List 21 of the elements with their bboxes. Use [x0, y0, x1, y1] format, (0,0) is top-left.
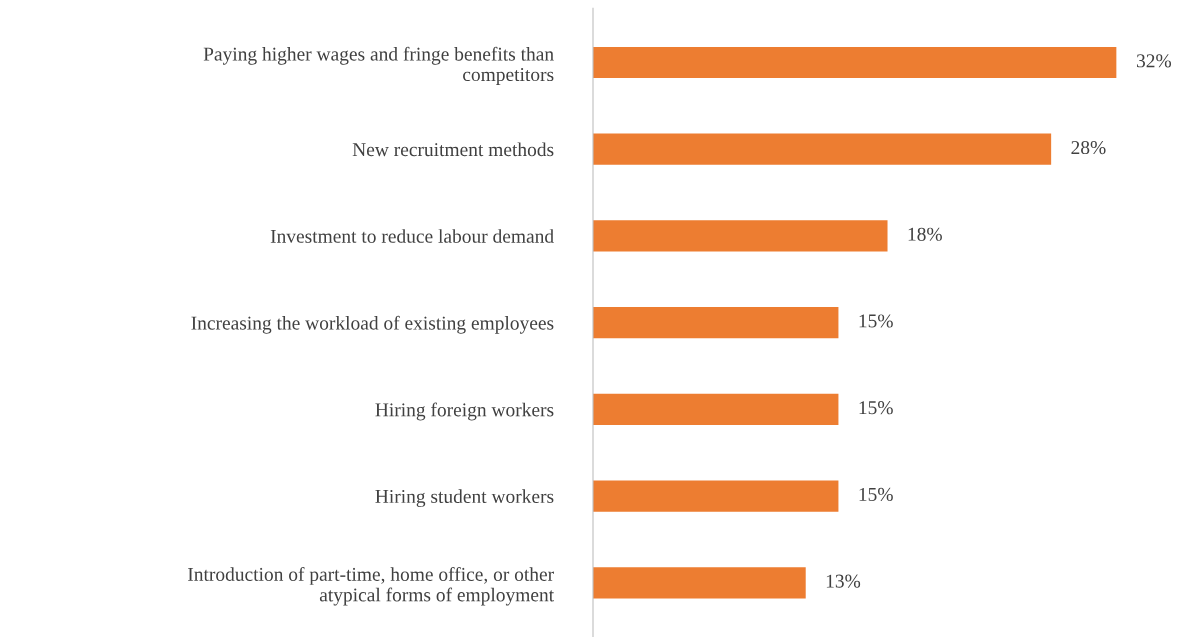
y-tick-label: Introduction of part-time, home office, or other atypical forms of employment — [188, 567, 554, 606]
y-tick-label: Increasing the workload of existing employees — [191, 315, 554, 334]
data-label: 18% — [908, 227, 942, 241]
data-label: 15% — [859, 487, 893, 501]
bar — [593, 480, 839, 512]
data-label: 13% — [826, 574, 861, 588]
bar — [593, 307, 839, 339]
data-label: 15% — [859, 401, 893, 415]
bar — [593, 46, 1117, 79]
y-tick-label: Paying higher wages and fringe benefits than competitors — [203, 46, 554, 86]
y-tick-label: New recruitment methods — [352, 142, 554, 157]
data-label: 32% — [1136, 54, 1172, 68]
bar — [593, 393, 839, 425]
y-tick-label: Investment to reduce labour demand — [270, 229, 554, 243]
y-tick-label: Hiring student workers — [375, 489, 554, 508]
bar — [593, 133, 1052, 165]
bar — [593, 220, 888, 252]
data-label: 15% — [859, 314, 893, 328]
y-tick-label: Hiring foreign workers — [375, 402, 554, 421]
data-label: 28% — [1071, 140, 1106, 155]
bar — [593, 567, 806, 599]
